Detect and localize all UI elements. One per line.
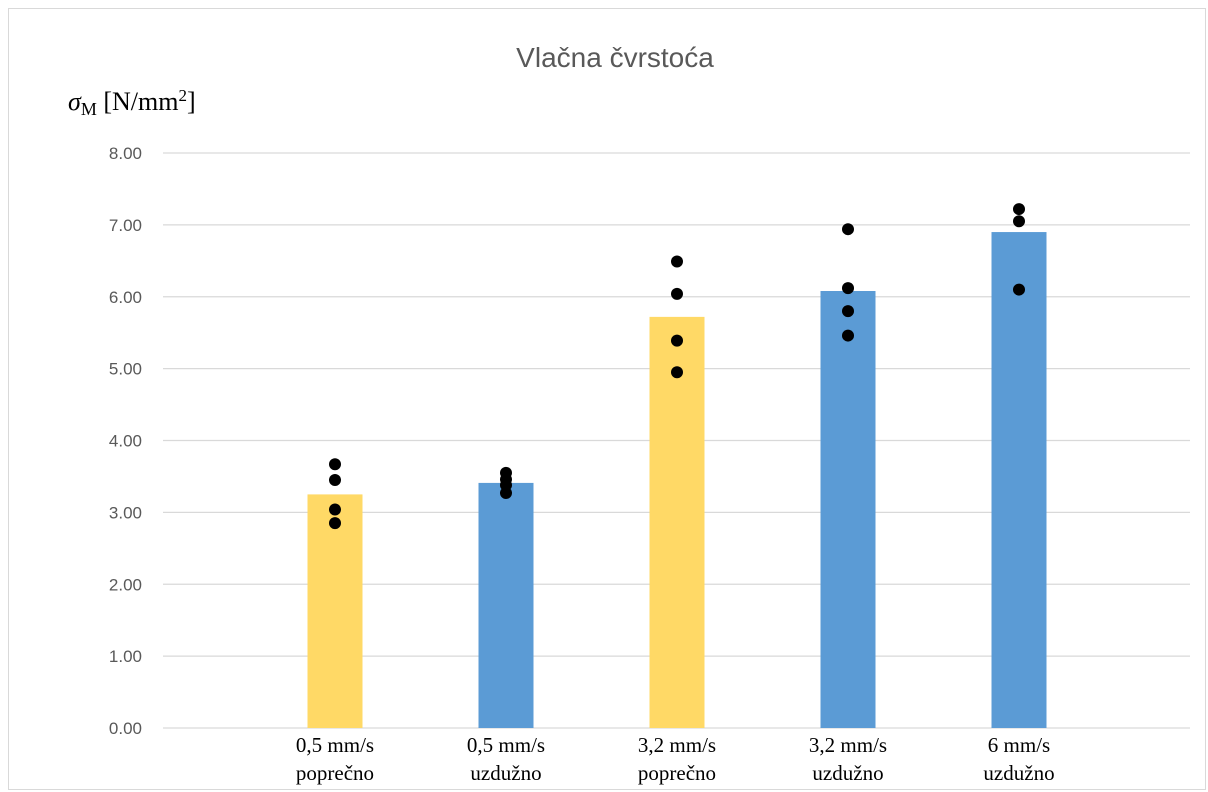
- y-axis-label: σM [N/mm2]: [68, 86, 196, 119]
- data-point: [329, 458, 341, 471]
- data-point: [671, 366, 683, 379]
- data-point: [329, 474, 341, 487]
- y-tick-label: 2.00: [109, 575, 142, 594]
- bar: [820, 291, 876, 728]
- y-tick-label: 8.00: [109, 144, 142, 163]
- x-tick-labels: 0,5 mm/s poprečno 0,5 mm/s uzdužno 3,2 mm/s p…: [296, 733, 1055, 785]
- data-point: [1013, 283, 1025, 296]
- y-tick-label: 3.00: [109, 503, 142, 522]
- y-tick-label: 5.00: [109, 360, 142, 379]
- data-point: [842, 223, 854, 236]
- bars: [307, 232, 1047, 728]
- y-axis-symbol: σ: [68, 87, 82, 116]
- y-axis-unit-close: ]: [187, 87, 196, 116]
- data-point: [329, 503, 341, 516]
- y-tick-label: 7.00: [109, 216, 142, 235]
- data-point: [671, 287, 683, 300]
- bar: [478, 482, 534, 728]
- x-tick-label: 3,2 mm/s: [809, 733, 887, 757]
- data-point: [500, 486, 512, 499]
- x-tick-label: uzdužno: [470, 761, 541, 785]
- y-tick-label: 6.00: [109, 288, 142, 307]
- data-point: [1013, 203, 1025, 216]
- x-tick-label: 3,2 mm/s: [638, 733, 716, 757]
- x-tick-label: poprečno: [638, 761, 716, 785]
- data-point: [671, 334, 683, 347]
- y-tick-labels: 0.00 1.00 2.00 3.00 4.00 5.00 6.00 7.00 8.00: [109, 144, 142, 738]
- data-point: [842, 282, 854, 295]
- x-tick-label: uzdužno: [983, 761, 1054, 785]
- x-tick-label: poprečno: [296, 761, 374, 785]
- x-tick-label: 0,5 mm/s: [467, 733, 545, 757]
- data-point: [1013, 215, 1025, 228]
- y-axis-unit-open: [N/mm: [97, 87, 179, 116]
- y-tick-label: 0.00: [109, 719, 142, 738]
- data-point: [329, 517, 341, 530]
- bar: [991, 232, 1047, 728]
- data-point: [671, 255, 683, 268]
- x-tick-label: 6 mm/s: [988, 733, 1050, 757]
- y-tick-label: 1.00: [109, 647, 142, 666]
- y-tick-label: 4.00: [109, 432, 142, 451]
- bar: [307, 494, 363, 728]
- data-point: [842, 329, 854, 342]
- data-points: [329, 203, 1025, 530]
- y-axis-subscript: M: [81, 99, 97, 119]
- chart-title: Vlačna čvrstoća: [516, 42, 714, 73]
- x-tick-label: 0,5 mm/s: [296, 733, 374, 757]
- data-point: [842, 305, 854, 318]
- y-axis-superscript: 2: [178, 86, 187, 105]
- bar: [649, 316, 705, 728]
- x-tick-label: uzdužno: [812, 761, 883, 785]
